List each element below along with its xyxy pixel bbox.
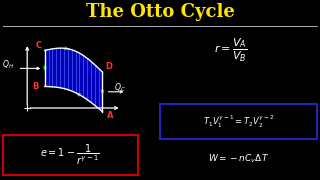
Text: $r = \dfrac{V_A}{V_B}$: $r = \dfrac{V_A}{V_B}$ [214,37,247,64]
Text: C: C [35,40,42,50]
Text: $T_1 V_1^{\gamma-1} = T_2 V_2^{\gamma-2}$: $T_1 V_1^{\gamma-1} = T_2 V_2^{\gamma-2}… [203,113,274,130]
Bar [3,135,138,175]
Text: A: A [107,111,114,120]
Text: $W = -nC_v\Delta T$: $W = -nC_v\Delta T$ [208,152,269,165]
Polygon shape [45,48,102,112]
Bar [160,104,317,139]
Text: $e = 1 - \dfrac{1}{r^{\gamma-1}}$: $e = 1 - \dfrac{1}{r^{\gamma-1}}$ [41,142,100,167]
Text: D: D [105,62,112,71]
Text: $Q_C$: $Q_C$ [114,82,125,94]
Text: The Otto Cycle: The Otto Cycle [85,3,235,21]
Text: B: B [32,82,38,91]
Text: $Q_H$: $Q_H$ [2,58,13,71]
